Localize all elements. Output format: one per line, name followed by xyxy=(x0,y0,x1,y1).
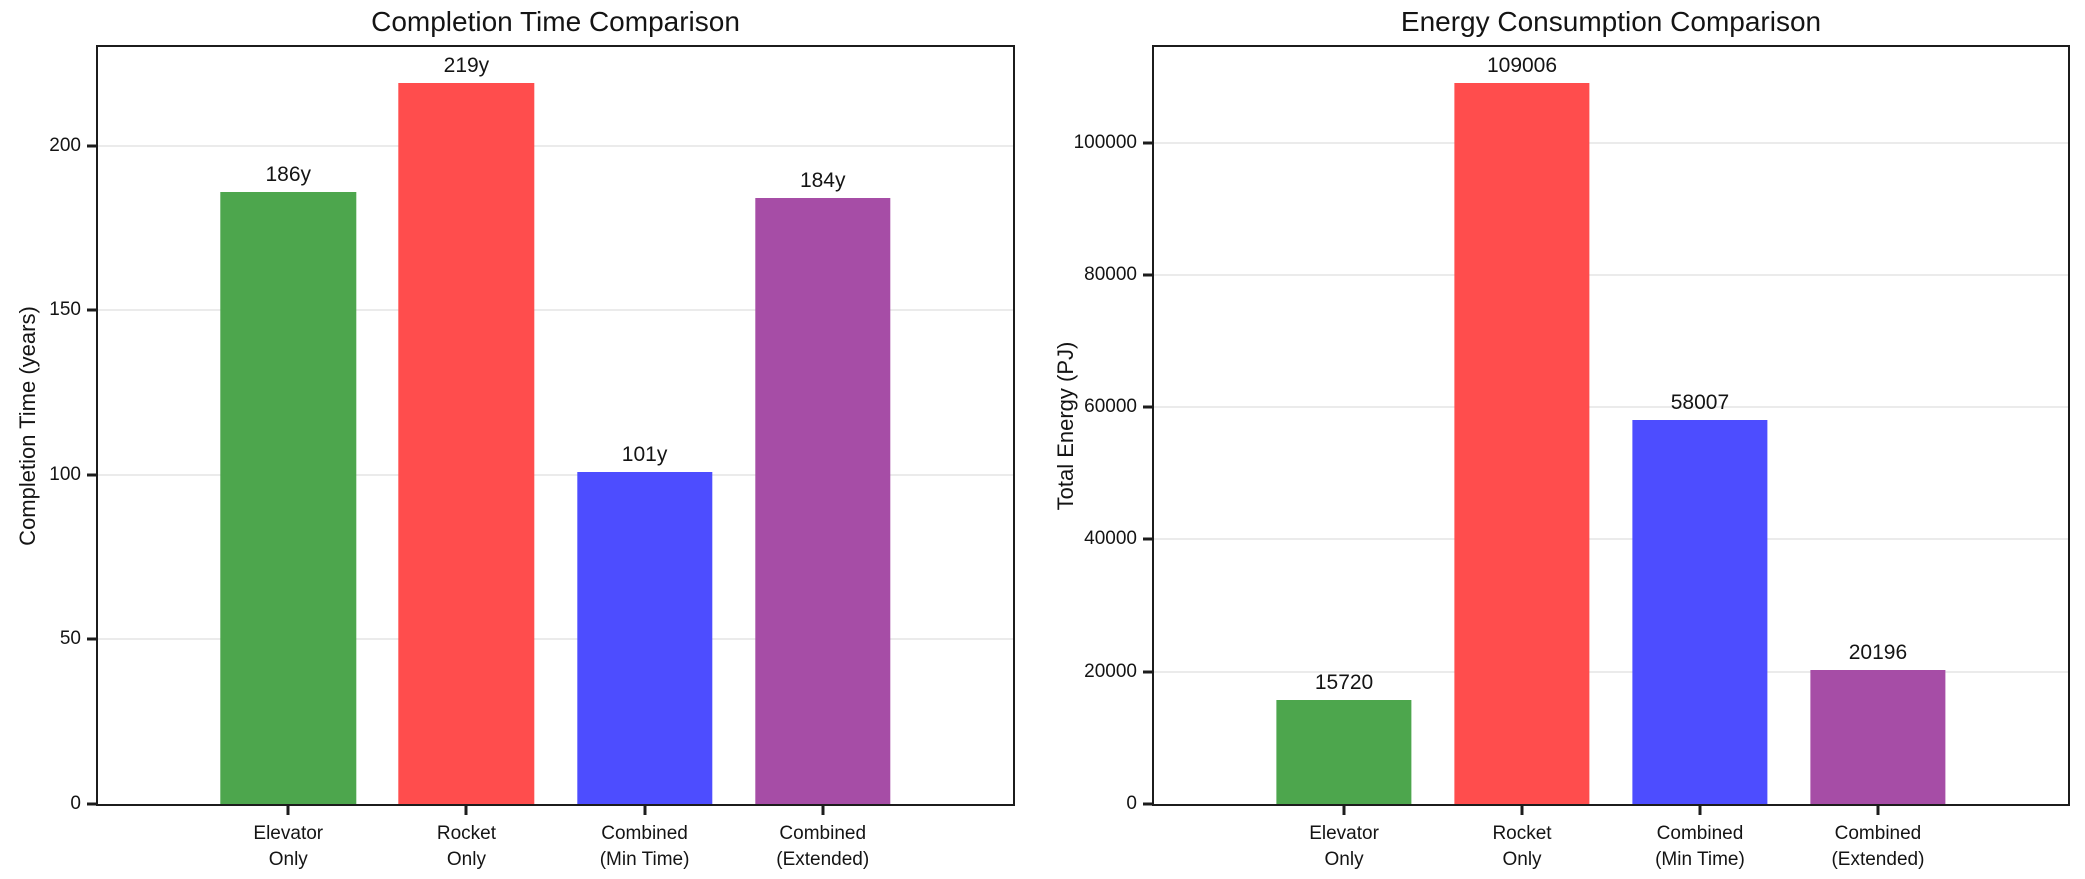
x-tick-label: Rocket Only xyxy=(436,823,496,870)
y-tick-mark xyxy=(1143,802,1154,806)
plot-area: Completion Time Comparison Completion Ti… xyxy=(15,6,1015,870)
y-tick-mark xyxy=(87,473,98,477)
y-tick-mark xyxy=(1143,670,1154,674)
bars-layer: 15720 109006 58007 20196 xyxy=(1154,47,2068,804)
y-axis-label: Completion Time (years) xyxy=(15,305,40,546)
x-tick-mark xyxy=(643,804,647,815)
y-tick-mark xyxy=(1143,405,1154,409)
bar: 186y xyxy=(220,163,356,804)
y-tick-mark xyxy=(1143,273,1154,277)
y-tick-label: 150 xyxy=(49,299,81,321)
y-tick-label: 80000 xyxy=(1084,263,1137,285)
bar-value-label: 101y xyxy=(621,442,668,466)
bar: 58007 xyxy=(1632,391,1768,804)
gridline xyxy=(98,309,1013,312)
x-tick-label: Rocket Only xyxy=(1492,823,1552,870)
bar-value-label: 58007 xyxy=(1670,391,1730,415)
gridline xyxy=(98,144,1013,147)
bar: 184y xyxy=(755,169,891,804)
chart-title: Completion Time Comparison xyxy=(371,6,740,37)
y-tick-mark xyxy=(1143,537,1154,541)
bar: 20196 xyxy=(1810,641,1946,804)
bar: 109006 xyxy=(1454,54,1590,804)
gridline xyxy=(1154,538,2068,541)
y-tick-label: 0 xyxy=(70,793,81,814)
y-axis-label: Total Energy (PJ) xyxy=(1053,341,1078,510)
bar: 219y xyxy=(398,54,535,804)
y-tick-mark xyxy=(87,802,98,806)
gridline xyxy=(1154,141,2068,144)
chart-completion-time: Completion Time Comparison Completion Ti… xyxy=(0,0,1042,879)
x-tick-mark xyxy=(464,804,468,815)
y-tick-label: 200 xyxy=(49,134,81,156)
bar-value-label: 109006 xyxy=(1486,54,1558,78)
x-tick-label: Elevator Only xyxy=(1309,823,1379,870)
bar-value-label: 20196 xyxy=(1848,641,1908,665)
x-tick-label: Combined (Extended) xyxy=(776,823,870,870)
gridline xyxy=(98,638,1013,641)
y-tick-label: 100 xyxy=(49,463,81,485)
chart-energy-consumption: Energy Consumption Comparison Total Ener… xyxy=(1042,0,2085,879)
gridline xyxy=(1154,406,2068,409)
x-tick-mark xyxy=(1698,804,1702,815)
bars-layer: 186y 219y 101y 184y xyxy=(98,47,1013,804)
bar: 15720 xyxy=(1276,671,1412,804)
y-tick-label: 100000 xyxy=(1073,131,1137,153)
gridline xyxy=(1154,670,2068,673)
grid-layer xyxy=(98,47,1013,804)
gridline xyxy=(98,473,1013,476)
bar: 101y xyxy=(576,443,713,804)
y-tick-label: 60000 xyxy=(1084,396,1137,418)
y-tick-mark xyxy=(87,308,98,312)
y-tick-mark xyxy=(87,637,98,641)
bar-value-label: 15720 xyxy=(1314,671,1374,695)
grid-layer xyxy=(1154,47,2068,804)
x-tick-mark xyxy=(286,804,290,815)
x-tick-label: Elevator Only xyxy=(253,823,324,870)
plot-area: Energy Consumption Comparison Total Ener… xyxy=(1053,6,2070,870)
x-tick-mark xyxy=(1876,804,1880,815)
bar-value-label: 186y xyxy=(265,162,312,186)
x-tick-mark xyxy=(1342,804,1346,815)
y-tick-label: 20000 xyxy=(1084,660,1137,682)
bar-value-label: 184y xyxy=(799,169,846,193)
gridline xyxy=(1154,273,2068,276)
y-tick-mark xyxy=(1143,141,1154,145)
y-tick-label: 50 xyxy=(59,628,81,650)
y-tick-label: 40000 xyxy=(1084,528,1137,550)
bar-value-label: 219y xyxy=(443,54,490,78)
x-tick-label: Combined (Extended) xyxy=(1831,823,1925,870)
y-tick-label: 0 xyxy=(1126,793,1137,814)
x-tick-mark xyxy=(821,804,825,815)
x-tick-label: Combined (Min Time) xyxy=(599,823,690,870)
y-tick-mark xyxy=(87,144,98,148)
x-tick-mark xyxy=(1520,804,1524,815)
x-tick-label: Combined (Min Time) xyxy=(1655,823,1745,870)
chart-title: Energy Consumption Comparison xyxy=(1400,6,1822,37)
